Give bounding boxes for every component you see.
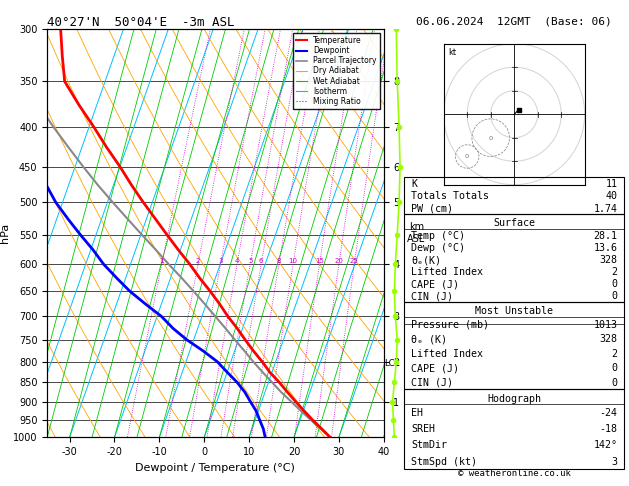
Text: Lifted Index: Lifted Index	[411, 267, 483, 277]
Text: CIN (J): CIN (J)	[411, 291, 453, 301]
Text: © weatheronline.co.uk: © weatheronline.co.uk	[458, 469, 571, 478]
Text: 1.74: 1.74	[594, 204, 618, 214]
Text: 0: 0	[611, 291, 618, 301]
Text: 4: 4	[235, 258, 239, 264]
Text: StmDir: StmDir	[411, 440, 447, 451]
Text: 28.1: 28.1	[594, 231, 618, 241]
Legend: Temperature, Dewpoint, Parcel Trajectory, Dry Adiabat, Wet Adiabat, Isotherm, Mi: Temperature, Dewpoint, Parcel Trajectory…	[292, 33, 380, 109]
Text: 328: 328	[599, 255, 618, 265]
Text: 40: 40	[606, 191, 618, 201]
Text: 1: 1	[159, 258, 164, 264]
Text: 40°27'N  50°04'E  -3m ASL: 40°27'N 50°04'E -3m ASL	[47, 16, 235, 29]
Text: Pressure (mb): Pressure (mb)	[411, 320, 489, 330]
Text: Hodograph: Hodograph	[487, 394, 541, 404]
Text: o: o	[489, 135, 493, 141]
Text: LCL: LCL	[384, 359, 399, 368]
Text: 142°: 142°	[594, 440, 618, 451]
Text: 8: 8	[277, 258, 281, 264]
Text: θₑ (K): θₑ (K)	[411, 334, 447, 344]
Text: θₑ(K): θₑ(K)	[411, 255, 441, 265]
Text: Surface: Surface	[493, 218, 535, 228]
Text: 25: 25	[350, 258, 359, 264]
Text: 3: 3	[611, 457, 618, 467]
Text: 2: 2	[611, 267, 618, 277]
Text: K: K	[411, 179, 417, 189]
Text: 06.06.2024  12GMT  (Base: 06): 06.06.2024 12GMT (Base: 06)	[416, 17, 612, 27]
Bar	[404, 389, 625, 469]
Text: 0: 0	[611, 279, 618, 289]
Text: 5: 5	[248, 258, 252, 264]
X-axis label: Dewpoint / Temperature (°C): Dewpoint / Temperature (°C)	[135, 463, 296, 473]
Text: 328: 328	[599, 334, 618, 344]
Text: Lifted Index: Lifted Index	[411, 348, 483, 359]
Text: 0: 0	[611, 378, 618, 388]
Text: 11: 11	[606, 179, 618, 189]
Text: o: o	[465, 154, 469, 159]
Y-axis label: km
ASL: km ASL	[407, 223, 425, 244]
Text: 15: 15	[315, 258, 324, 264]
Bar	[404, 177, 625, 214]
Text: -18: -18	[599, 424, 618, 434]
Bar	[404, 302, 625, 389]
Text: -24: -24	[599, 408, 618, 417]
Text: CAPE (J): CAPE (J)	[411, 363, 459, 373]
Text: 20: 20	[335, 258, 343, 264]
Text: CIN (J): CIN (J)	[411, 378, 453, 388]
Text: Most Unstable: Most Unstable	[475, 306, 554, 315]
Text: StmSpd (kt): StmSpd (kt)	[411, 457, 477, 467]
Text: Temp (°C): Temp (°C)	[411, 231, 465, 241]
Text: Dewp (°C): Dewp (°C)	[411, 243, 465, 253]
Text: 0: 0	[611, 363, 618, 373]
Text: PW (cm): PW (cm)	[411, 204, 453, 214]
Text: Totals Totals: Totals Totals	[411, 191, 489, 201]
Text: kt: kt	[448, 49, 457, 57]
Text: SREH: SREH	[411, 424, 435, 434]
Text: 13.6: 13.6	[594, 243, 618, 253]
Text: 10: 10	[289, 258, 298, 264]
Bar	[404, 214, 625, 302]
Y-axis label: hPa: hPa	[0, 223, 10, 243]
Text: 6: 6	[259, 258, 264, 264]
Text: EH: EH	[411, 408, 423, 417]
Text: 3: 3	[218, 258, 223, 264]
Text: 2: 2	[611, 348, 618, 359]
Text: 2: 2	[196, 258, 200, 264]
Text: CAPE (J): CAPE (J)	[411, 279, 459, 289]
Text: 1013: 1013	[594, 320, 618, 330]
